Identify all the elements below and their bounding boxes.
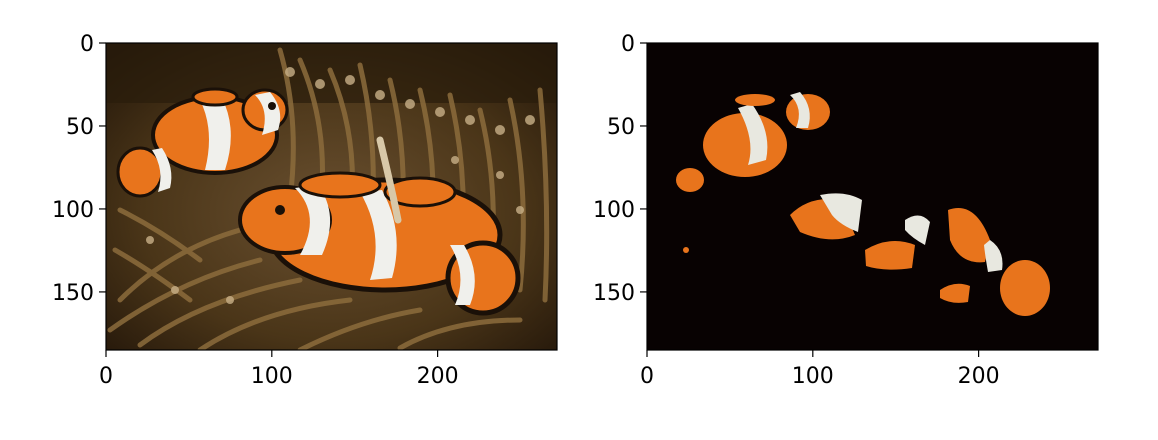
y-tick-label: 0 <box>621 32 635 57</box>
fish-large <box>238 171 521 316</box>
y-tick-label: 100 <box>52 198 94 223</box>
segmented-mask <box>647 43 1098 350</box>
x-tick-label: 100 <box>251 364 293 389</box>
x-tick-label: 0 <box>99 364 113 389</box>
left-axes <box>105 42 558 351</box>
right-axes <box>646 42 1099 351</box>
y-tick-label: 0 <box>80 32 94 57</box>
fish-small <box>116 87 289 198</box>
y-tick-label: 50 <box>66 115 94 140</box>
y-tick-label: 150 <box>52 281 94 306</box>
x-tick-label: 100 <box>792 364 834 389</box>
clownfish-photo <box>106 43 557 350</box>
y-tick-label: 50 <box>607 115 635 140</box>
left-ticks: 0 100 200 0 50 100 150 <box>52 32 459 389</box>
x-tick-label: 0 <box>640 364 654 389</box>
y-tick-label: 150 <box>593 281 635 306</box>
y-tick-label: 100 <box>593 198 635 223</box>
x-tick-label: 200 <box>417 364 459 389</box>
right-ticks: 0 100 200 0 50 100 150 <box>593 32 1000 389</box>
x-tick-label: 200 <box>958 364 1000 389</box>
